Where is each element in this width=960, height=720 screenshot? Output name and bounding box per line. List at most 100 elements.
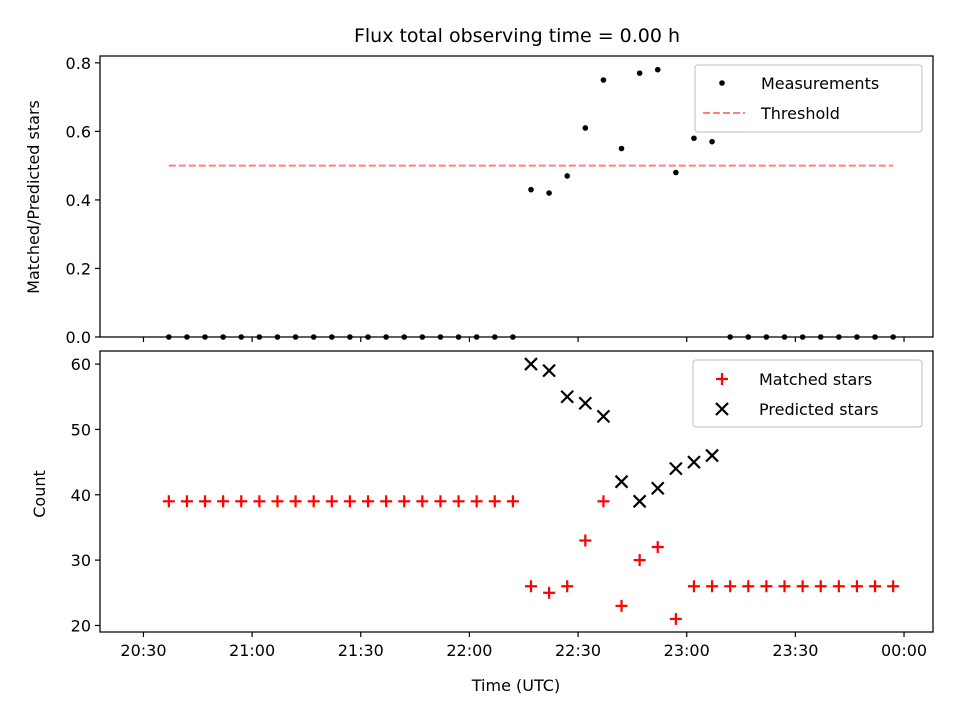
matched-star-point [724, 580, 737, 593]
legend-predicted-label: Predicted stars [759, 400, 879, 419]
matched-star-point [524, 580, 537, 593]
matched-star-point [615, 599, 628, 612]
bottom-y-ticks: 20 30 40 50 60 [71, 355, 100, 635]
top-x-ticks [142, 337, 905, 342]
top-plot-area [166, 66, 896, 340]
matched-star-point [398, 495, 411, 508]
top-ytick-label: 0.6 [66, 122, 91, 141]
legend-threshold-label: Threshold [760, 104, 840, 123]
matched-star-point [325, 495, 338, 508]
matched-star-point [343, 495, 356, 508]
bottom-legend: Matched stars Predicted stars [692, 359, 923, 428]
bottom-xtick-label: 21:30 [338, 641, 384, 660]
matched-star-point [579, 534, 592, 547]
legend-matched-plus-icon [716, 373, 728, 385]
predicted-star-point [560, 389, 574, 404]
top-panel: 0.00.20.40.60.8 Matched/Predicted stars … [24, 54, 934, 347]
matched-star-point [488, 495, 501, 508]
measurement-point [528, 186, 534, 193]
matched-star-point [850, 580, 863, 593]
bottom-xtick-label: 23:00 [664, 641, 710, 660]
matched-star-point [543, 586, 556, 599]
measurement-point [564, 173, 571, 179]
matched-star-point [434, 495, 447, 508]
bottom-x-ticks: 20:30 21:00 21:30 22:00 22:30 23:00 23:30 00:00 [120, 632, 927, 660]
bottom-xtick-label: 22:30 [555, 641, 601, 660]
measurement-point [636, 70, 643, 76]
matched-star-point [416, 495, 429, 508]
top-axes-frame [99, 55, 934, 338]
matched-star-point [561, 580, 574, 593]
matched-star-point [869, 580, 882, 593]
bottom-x-axis-label: Time (UTC) [471, 676, 560, 695]
matched-star-point [452, 495, 465, 508]
top-legend-box [694, 64, 923, 133]
matched-star-point [506, 495, 519, 508]
measurement-point [546, 190, 552, 196]
bottom-xtick-label: 23:30 [772, 641, 818, 660]
top-y-axis-label: Matched/Predicted stars [24, 100, 43, 294]
top-y-ticks: 0.0 0.2 0.4 0.6 0.8 [66, 54, 100, 347]
matched-star-point [832, 580, 845, 593]
matched-star-point [887, 580, 900, 593]
predicted-star-point [687, 455, 701, 469]
measurement-point [709, 138, 715, 145]
matched-star-point [687, 580, 700, 593]
predicted-star-point [578, 396, 593, 411]
matched-star-point [597, 495, 610, 508]
predicted-star-point [705, 448, 719, 463]
matched-star-point [760, 580, 773, 593]
bottom-axes-frame [99, 350, 934, 633]
matched-star-point [162, 495, 175, 508]
predicted-star-point [669, 461, 683, 476]
matched-star-point [470, 495, 483, 508]
matched-star-point [289, 495, 302, 508]
matched-star-point [199, 495, 212, 508]
predicted-star-point [650, 481, 665, 496]
measurement-point [600, 77, 607, 83]
matched-star-point [271, 495, 284, 508]
legend-matched-label: Matched stars [759, 370, 872, 389]
measurement-point [618, 145, 625, 152]
top-legend: Measurements Threshold [694, 64, 923, 133]
top-ytick-label: 0.4 [66, 191, 91, 210]
matched-star-point [217, 495, 230, 508]
predicted-star-point [596, 409, 611, 424]
top-chart-title: Flux total observing time = 0.00 h [354, 25, 680, 47]
bottom-y-axis-label: Count [30, 470, 49, 518]
measurement-point [673, 169, 679, 176]
matched-star-point [307, 495, 320, 508]
matched-star-point [669, 612, 682, 625]
bottom-ytick-label: 40 [71, 486, 91, 505]
matched-star-point [796, 580, 809, 593]
matched-star-point [651, 541, 664, 554]
measurement-point [582, 125, 589, 131]
matched-star-point [362, 495, 375, 508]
top-ytick-label: 0.0 [66, 328, 91, 347]
matched-star-point [180, 495, 193, 508]
bottom-ytick-label: 20 [71, 616, 91, 635]
bottom-xtick-label: 20:30 [120, 641, 166, 660]
matched-star-point [633, 554, 646, 567]
legend-predicted-x-icon [715, 402, 729, 416]
legend-measurements-dot-icon [719, 80, 725, 86]
bottom-ytick-label: 30 [71, 551, 91, 570]
predicted-star-point [524, 357, 538, 371]
matched-star-point [253, 495, 266, 508]
bottom-xtick-label: 22:00 [446, 641, 492, 660]
matched-star-point [814, 580, 827, 593]
predicted-star-point [614, 474, 629, 489]
matched-star-point [778, 580, 791, 593]
predicted-star-point [542, 363, 556, 378]
top-ytick-label: 0.2 [66, 259, 91, 278]
bottom-ytick-label: 50 [71, 420, 91, 439]
matched-star-point [380, 495, 393, 508]
bottom-ytick-label: 60 [71, 355, 91, 374]
top-ytick-label: 0.8 [66, 54, 91, 73]
bottom-panel: 20 30 40 50 60 20:30 21:00 21:30 22:00 22:30 23:0… [30, 350, 934, 695]
bottom-xtick-label: 00:00 [881, 641, 927, 660]
bottom-plot-area [162, 357, 900, 625]
matched-star-point [742, 580, 755, 593]
predicted-star-point [632, 494, 647, 509]
